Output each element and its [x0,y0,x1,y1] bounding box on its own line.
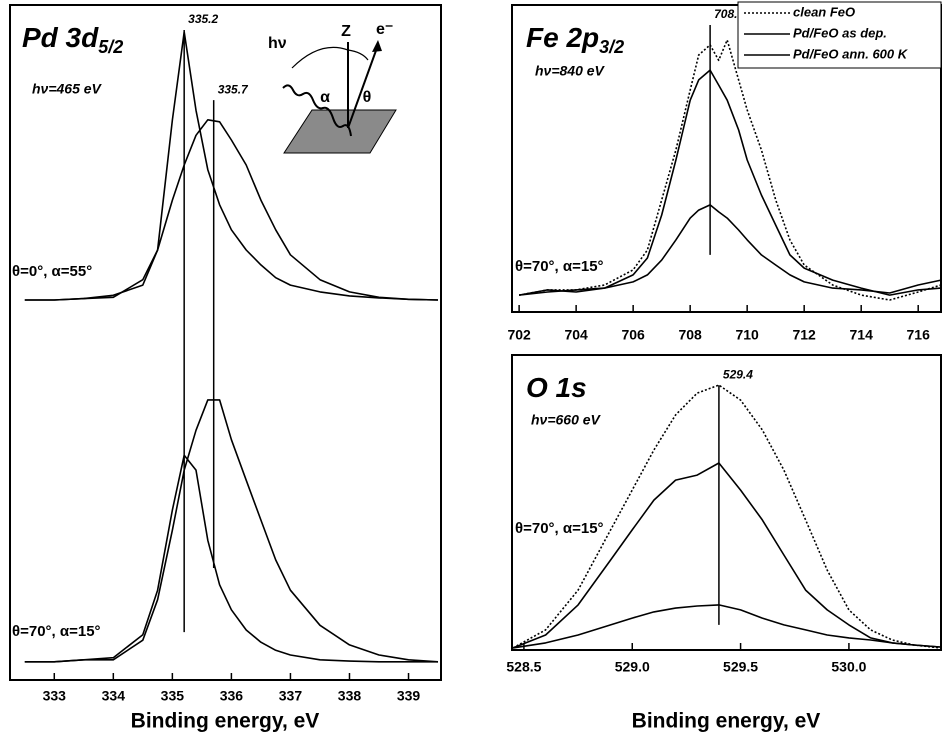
geometry-label: θ=0°, α=55° [12,263,92,280]
x-axis-label: Binding energy, eV [632,710,821,733]
panel-title: Pd 3d5/2 [22,22,123,56]
title-text: Fe 2p [526,22,599,53]
spectrum-line [512,384,940,649]
spectrum-line [512,604,940,649]
x-tick-label: 708 [678,327,702,343]
plot-frame [511,4,942,313]
title-subscript: 3/2 [599,37,624,57]
geometry-label: θ=70°, α=15° [515,520,604,537]
x-tick-label: 716 [907,327,931,343]
legend-label: Pd/FeO as dep. [793,25,887,40]
title-text: O 1s [526,372,587,403]
geometry-inset [282,40,397,154]
sample-surface [283,109,397,154]
inset-label: e⁻ [376,21,393,38]
x-tick-label: 528.5 [506,659,541,675]
spectrum-line [24,31,439,301]
excitation-energy: hν=660 eV [531,412,602,428]
legend-label: clean FeO [793,4,855,19]
x-tick-label: 712 [792,327,816,343]
x-tick-label: 702 [507,327,531,343]
inset-label: Z [341,23,351,40]
x-tick-label: 333 [43,688,67,704]
legend-label: Pd/FeO ann. 600 K [793,46,909,61]
photon-wave [282,84,352,137]
spectrum-line [512,462,940,649]
x-tick-label: 337 [279,688,303,704]
plot-frame [511,354,942,651]
legend-box [737,1,942,69]
excitation-energy: hν=840 eV [535,63,606,79]
x-tick-label: 529.0 [615,659,650,675]
panel-title: Fe 2p3/2 [526,22,624,56]
x-tick-label: 336 [220,688,244,704]
inset-label: θ [363,89,372,106]
panel-title: O 1s [526,372,587,403]
geometry-label: θ=70°, α=15° [515,258,604,275]
geometry-label: θ=70°, α=15° [12,623,101,640]
x-tick-label: 339 [397,688,421,704]
x-tick-label: 704 [564,327,588,343]
inset-label: α [320,89,330,106]
title-text: Pd 3d [22,22,99,53]
peak-label: 335.2 [188,12,218,26]
spectrum-line [519,69,942,296]
inset-label: hν [268,35,287,52]
peak-label: 529.4 [723,367,753,381]
spectrum-line [24,399,439,663]
x-tick-label: 530.0 [831,659,866,675]
plot-frame [9,4,442,681]
x-tick-label: 529.5 [723,659,758,675]
electron-arrow [347,44,379,129]
x-tick-label: 710 [735,327,759,343]
title-subscript: 5/2 [98,37,123,57]
x-tick-label: 714 [850,327,874,343]
x-axis-label: Binding energy, eV [131,710,320,733]
spectrum-line [518,204,942,296]
x-tick-label: 338 [338,688,362,704]
spectrum-line [518,39,942,301]
spectrum-line [24,119,439,301]
excitation-energy: hν=465 eV [32,81,103,97]
spectrum-line [24,454,438,663]
arrow-head [372,40,382,52]
peak-label: 335.7 [218,82,249,96]
x-tick-label: 706 [621,327,645,343]
x-tick-label: 335 [161,688,185,704]
angle-arc [291,46,369,69]
x-tick-label: 334 [102,688,126,704]
